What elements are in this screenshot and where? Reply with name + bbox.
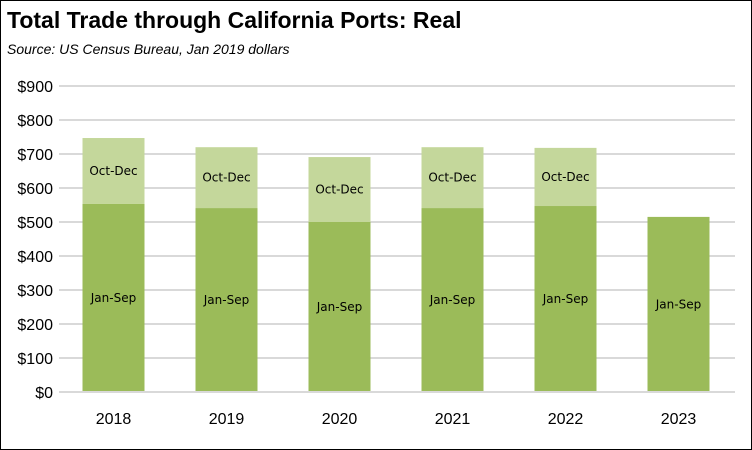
x-tick-label: 2022	[548, 411, 584, 428]
x-tick-label: 2018	[96, 411, 132, 428]
data-label: Jan-Sep	[316, 300, 362, 314]
bar-oct-dec-2018	[82, 138, 145, 204]
y-tick-label: $300	[17, 283, 53, 300]
bar-oct-dec-2021	[421, 147, 484, 209]
x-tick-label: 2020	[322, 411, 358, 428]
x-tick-label: 2021	[435, 411, 471, 428]
data-label: Jan-Sep	[429, 293, 475, 307]
data-label: Oct-Dec	[315, 183, 363, 197]
data-label: Oct-Dec	[202, 171, 250, 185]
y-tick-label: $100	[17, 351, 53, 368]
data-label: Jan-Sep	[90, 291, 136, 305]
bar-oct-dec-2020	[308, 157, 371, 222]
y-tick-label: $0	[35, 385, 53, 402]
bar-jan-sep-2018	[82, 203, 145, 392]
y-tick-label: $200	[17, 317, 53, 334]
chart-subtitle: Source: US Census Bureau, Jan 2019 dolla…	[7, 41, 290, 57]
bar-jan-sep-2022	[534, 206, 597, 392]
data-label: Jan-Sep	[203, 293, 249, 307]
bar-jan-sep-2019	[195, 208, 258, 392]
y-tick-label: $400	[17, 249, 53, 266]
y-tick-label: $500	[17, 215, 53, 232]
data-label: Oct-Dec	[541, 170, 589, 184]
data-label: Oct-Dec	[428, 171, 476, 185]
data-label: Jan-Sep	[655, 297, 701, 311]
y-tick-label: $700	[17, 147, 53, 164]
y-tick-label: $900	[17, 79, 53, 96]
x-tick-label: 2023	[661, 411, 697, 428]
x-tick-label: 2019	[209, 411, 245, 428]
bar-jan-sep-2021	[421, 208, 484, 392]
data-label: Oct-Dec	[89, 164, 137, 178]
bar-oct-dec-2019	[195, 147, 258, 209]
bar-oct-dec-2022	[534, 147, 597, 207]
y-tick-label: $800	[17, 113, 53, 130]
chart-title: Total Trade through California Ports: Re…	[7, 7, 462, 33]
bar-jan-sep-2023	[647, 216, 710, 392]
bar-jan-sep-2020	[308, 222, 371, 392]
y-tick-label: $600	[17, 181, 53, 198]
data-label: Jan-Sep	[542, 292, 588, 306]
